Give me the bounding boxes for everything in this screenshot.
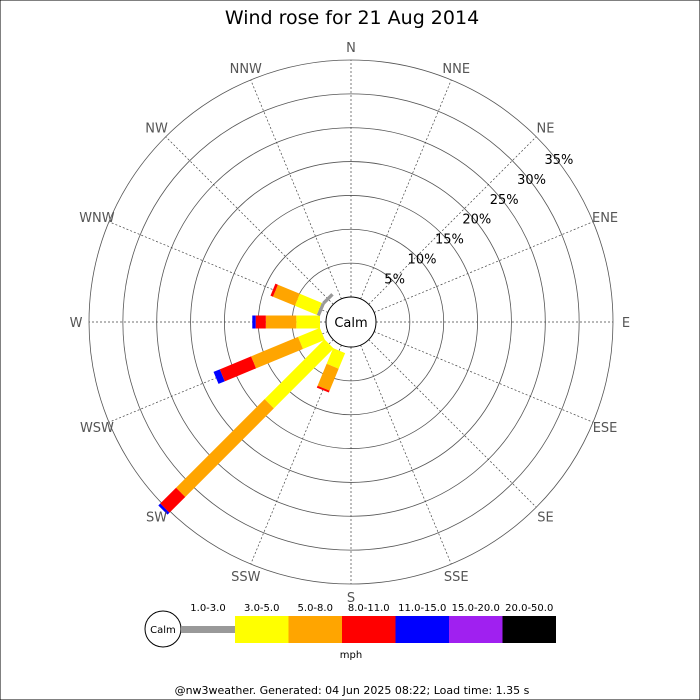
calm-label: Calm — [334, 316, 367, 331]
legend-swatch-6 — [502, 616, 556, 643]
direction-label-nw: NW — [145, 122, 168, 137]
bar-wnw-1 — [294, 293, 322, 315]
bar-sw-3 — [160, 487, 186, 513]
bar-wsw-3 — [219, 356, 257, 382]
direction-label-ene: ENE — [592, 211, 618, 226]
direction-label-e: E — [622, 316, 630, 331]
direction-label-s: S — [347, 591, 355, 606]
percent-label: 15% — [435, 233, 464, 248]
legend-label-3: 8.0-11.0 — [348, 603, 390, 614]
spoke-ssw — [250, 344, 342, 565]
spoke-ene — [373, 221, 594, 313]
grid-ring — [190, 161, 512, 483]
bar-wsw-2 — [251, 336, 303, 369]
bar-nw-0 — [322, 293, 334, 305]
direction-labels: N NNE NE ENE E ESE SE SSE S SSW SW WSW W WNW NW NNW — [70, 41, 631, 606]
bar-sw-4 — [158, 503, 170, 515]
spoke-ne — [368, 136, 537, 305]
bar-sw-1 — [264, 339, 334, 409]
calm-center: Calm — [325, 296, 377, 348]
direction-label-sw: SW — [146, 510, 167, 525]
bar-ssw-2 — [317, 363, 339, 391]
direction-label-nne: NNE — [442, 62, 470, 77]
spoke-nnw — [250, 79, 342, 300]
bar-sw-2 — [176, 399, 274, 497]
bar-wnw-0 — [316, 302, 325, 317]
legend-label-5: 15.0-20.0 — [452, 603, 500, 614]
legend-label-0: 1.0-3.0 — [190, 603, 225, 614]
legend-label-4: 11.0-15.0 — [398, 603, 446, 614]
spoke-wnw — [108, 221, 329, 313]
direction-label-se: SE — [537, 510, 553, 525]
calm-circle — [325, 296, 377, 348]
percent-label: 10% — [408, 253, 437, 268]
legend-unit: mph — [340, 650, 362, 661]
direction-label-n: N — [346, 41, 356, 56]
bar-wsw-4 — [213, 369, 225, 384]
percent-labels: 5%10% 15% 20% 25% 30% 35% — [384, 153, 573, 287]
spoke-nne — [360, 79, 452, 300]
legend-label-1: 3.0-5.0 — [244, 603, 279, 614]
spoke-sse — [360, 344, 452, 565]
spoke-se — [368, 339, 537, 508]
footer-text: @nw3weather. Generated: 04 Jun 2025 08:2… — [175, 684, 530, 697]
legend-swatch-5 — [449, 616, 503, 643]
direction-label-w: W — [70, 316, 83, 331]
percent-label: 35% — [545, 153, 574, 168]
direction-spokes — [89, 60, 613, 584]
direction-label-nnw: NNW — [230, 62, 262, 77]
direction-label-ese: ESE — [593, 421, 618, 436]
legend-label-6: 20.0-50.0 — [505, 603, 553, 614]
bar-wnw-2 — [272, 284, 300, 306]
spoke-nw — [165, 136, 334, 305]
spoke-ese — [373, 331, 594, 423]
spoke-wsw — [108, 331, 329, 423]
bar-ssw-1 — [326, 348, 346, 369]
legend-swatch-0 — [181, 626, 235, 633]
speed-legend: Calm mph 1.0-3.0 3.0-5.0 5.0-8.0 8.0-11.0 11… — [144, 603, 556, 661]
legend-swatch-1 — [235, 616, 289, 643]
direction-label-wsw: WSW — [80, 421, 114, 436]
percent-label: 20% — [462, 213, 491, 228]
legend-swatch-2 — [288, 616, 342, 643]
bar-wsw-1 — [297, 327, 325, 349]
direction-label-ne: NE — [536, 122, 554, 137]
legend-label-2: 5.0-8.0 — [298, 603, 333, 614]
percent-label: 30% — [517, 173, 546, 188]
bar-ssw-3 — [316, 385, 330, 393]
legend-calm-label: Calm — [150, 625, 176, 636]
direction-label-sse: SSE — [444, 570, 469, 585]
bar-wnw-3 — [270, 283, 278, 297]
grid-ring — [122, 93, 580, 551]
wind-bars — [158, 283, 346, 515]
legend-swatch-3 — [342, 616, 396, 643]
direction-label-ssw: SSW — [231, 570, 261, 585]
percent-label: 5% — [384, 272, 405, 287]
legend-swatch-4 — [395, 616, 449, 643]
chart-title: Wind rose for 21 Aug 2014 — [225, 7, 479, 29]
percent-label: 25% — [490, 193, 519, 208]
direction-label-wnw: WNW — [79, 211, 115, 226]
